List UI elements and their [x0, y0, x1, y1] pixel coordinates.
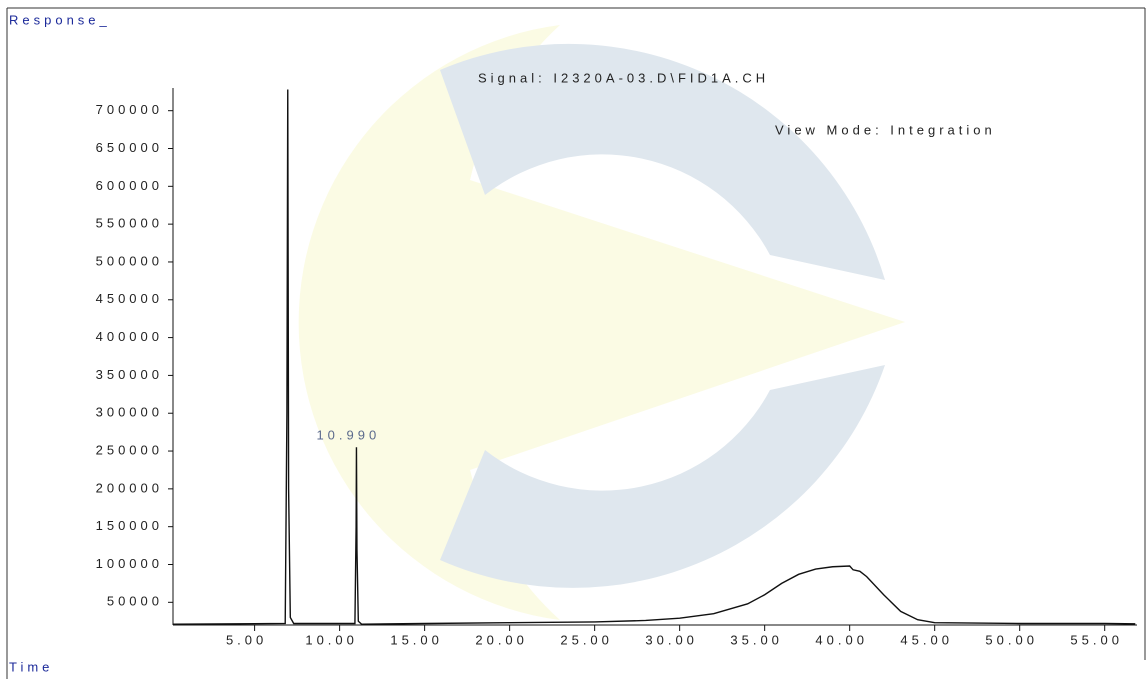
signal-line [172, 89, 1136, 625]
y-tick-label: 250000 [96, 442, 163, 457]
x-tick-label: 50.00 [985, 632, 1038, 647]
y-tick-label: 650000 [96, 140, 163, 155]
x-tick-label: 10.00 [305, 632, 358, 647]
y-tick-label: 150000 [96, 518, 163, 533]
y-tick-label: 550000 [96, 216, 163, 231]
x-tick-label: 55.00 [1070, 632, 1123, 647]
y-tick-label: 50000 [107, 594, 163, 609]
x-tick-label: 15.00 [390, 632, 443, 647]
x-tick-label: 40.00 [815, 632, 868, 647]
x-tick-label: 25.00 [560, 632, 613, 647]
y-tick-label: 450000 [96, 291, 163, 306]
x-tick-label: 35.00 [730, 632, 783, 647]
chart-subtitle: View Mode: Integration [775, 122, 996, 137]
chart-title: Signal: I2320A-03.D\FID1A.CH [478, 70, 769, 85]
y-tick-label: 700000 [96, 102, 163, 117]
x-tick-label: 30.00 [645, 632, 698, 647]
peak-label: 10.990 [316, 427, 380, 442]
x-tick-label: 45.00 [900, 632, 953, 647]
y-tick-label: 300000 [96, 405, 163, 420]
y-tick-label: 400000 [96, 329, 163, 344]
x-tick-label: 5.00 [226, 632, 267, 647]
watermark [298, 25, 905, 620]
y-tick-label: 500000 [96, 253, 163, 268]
y-tick-label: 600000 [96, 178, 163, 193]
y-tick-label: 200000 [96, 480, 163, 495]
y-tick-label: 350000 [96, 367, 163, 382]
x-tick-label: 20.00 [475, 632, 528, 647]
y-axis-label: Response_ [9, 12, 111, 27]
x-axis-label: Time [9, 659, 53, 674]
y-tick-label: 100000 [96, 556, 163, 571]
